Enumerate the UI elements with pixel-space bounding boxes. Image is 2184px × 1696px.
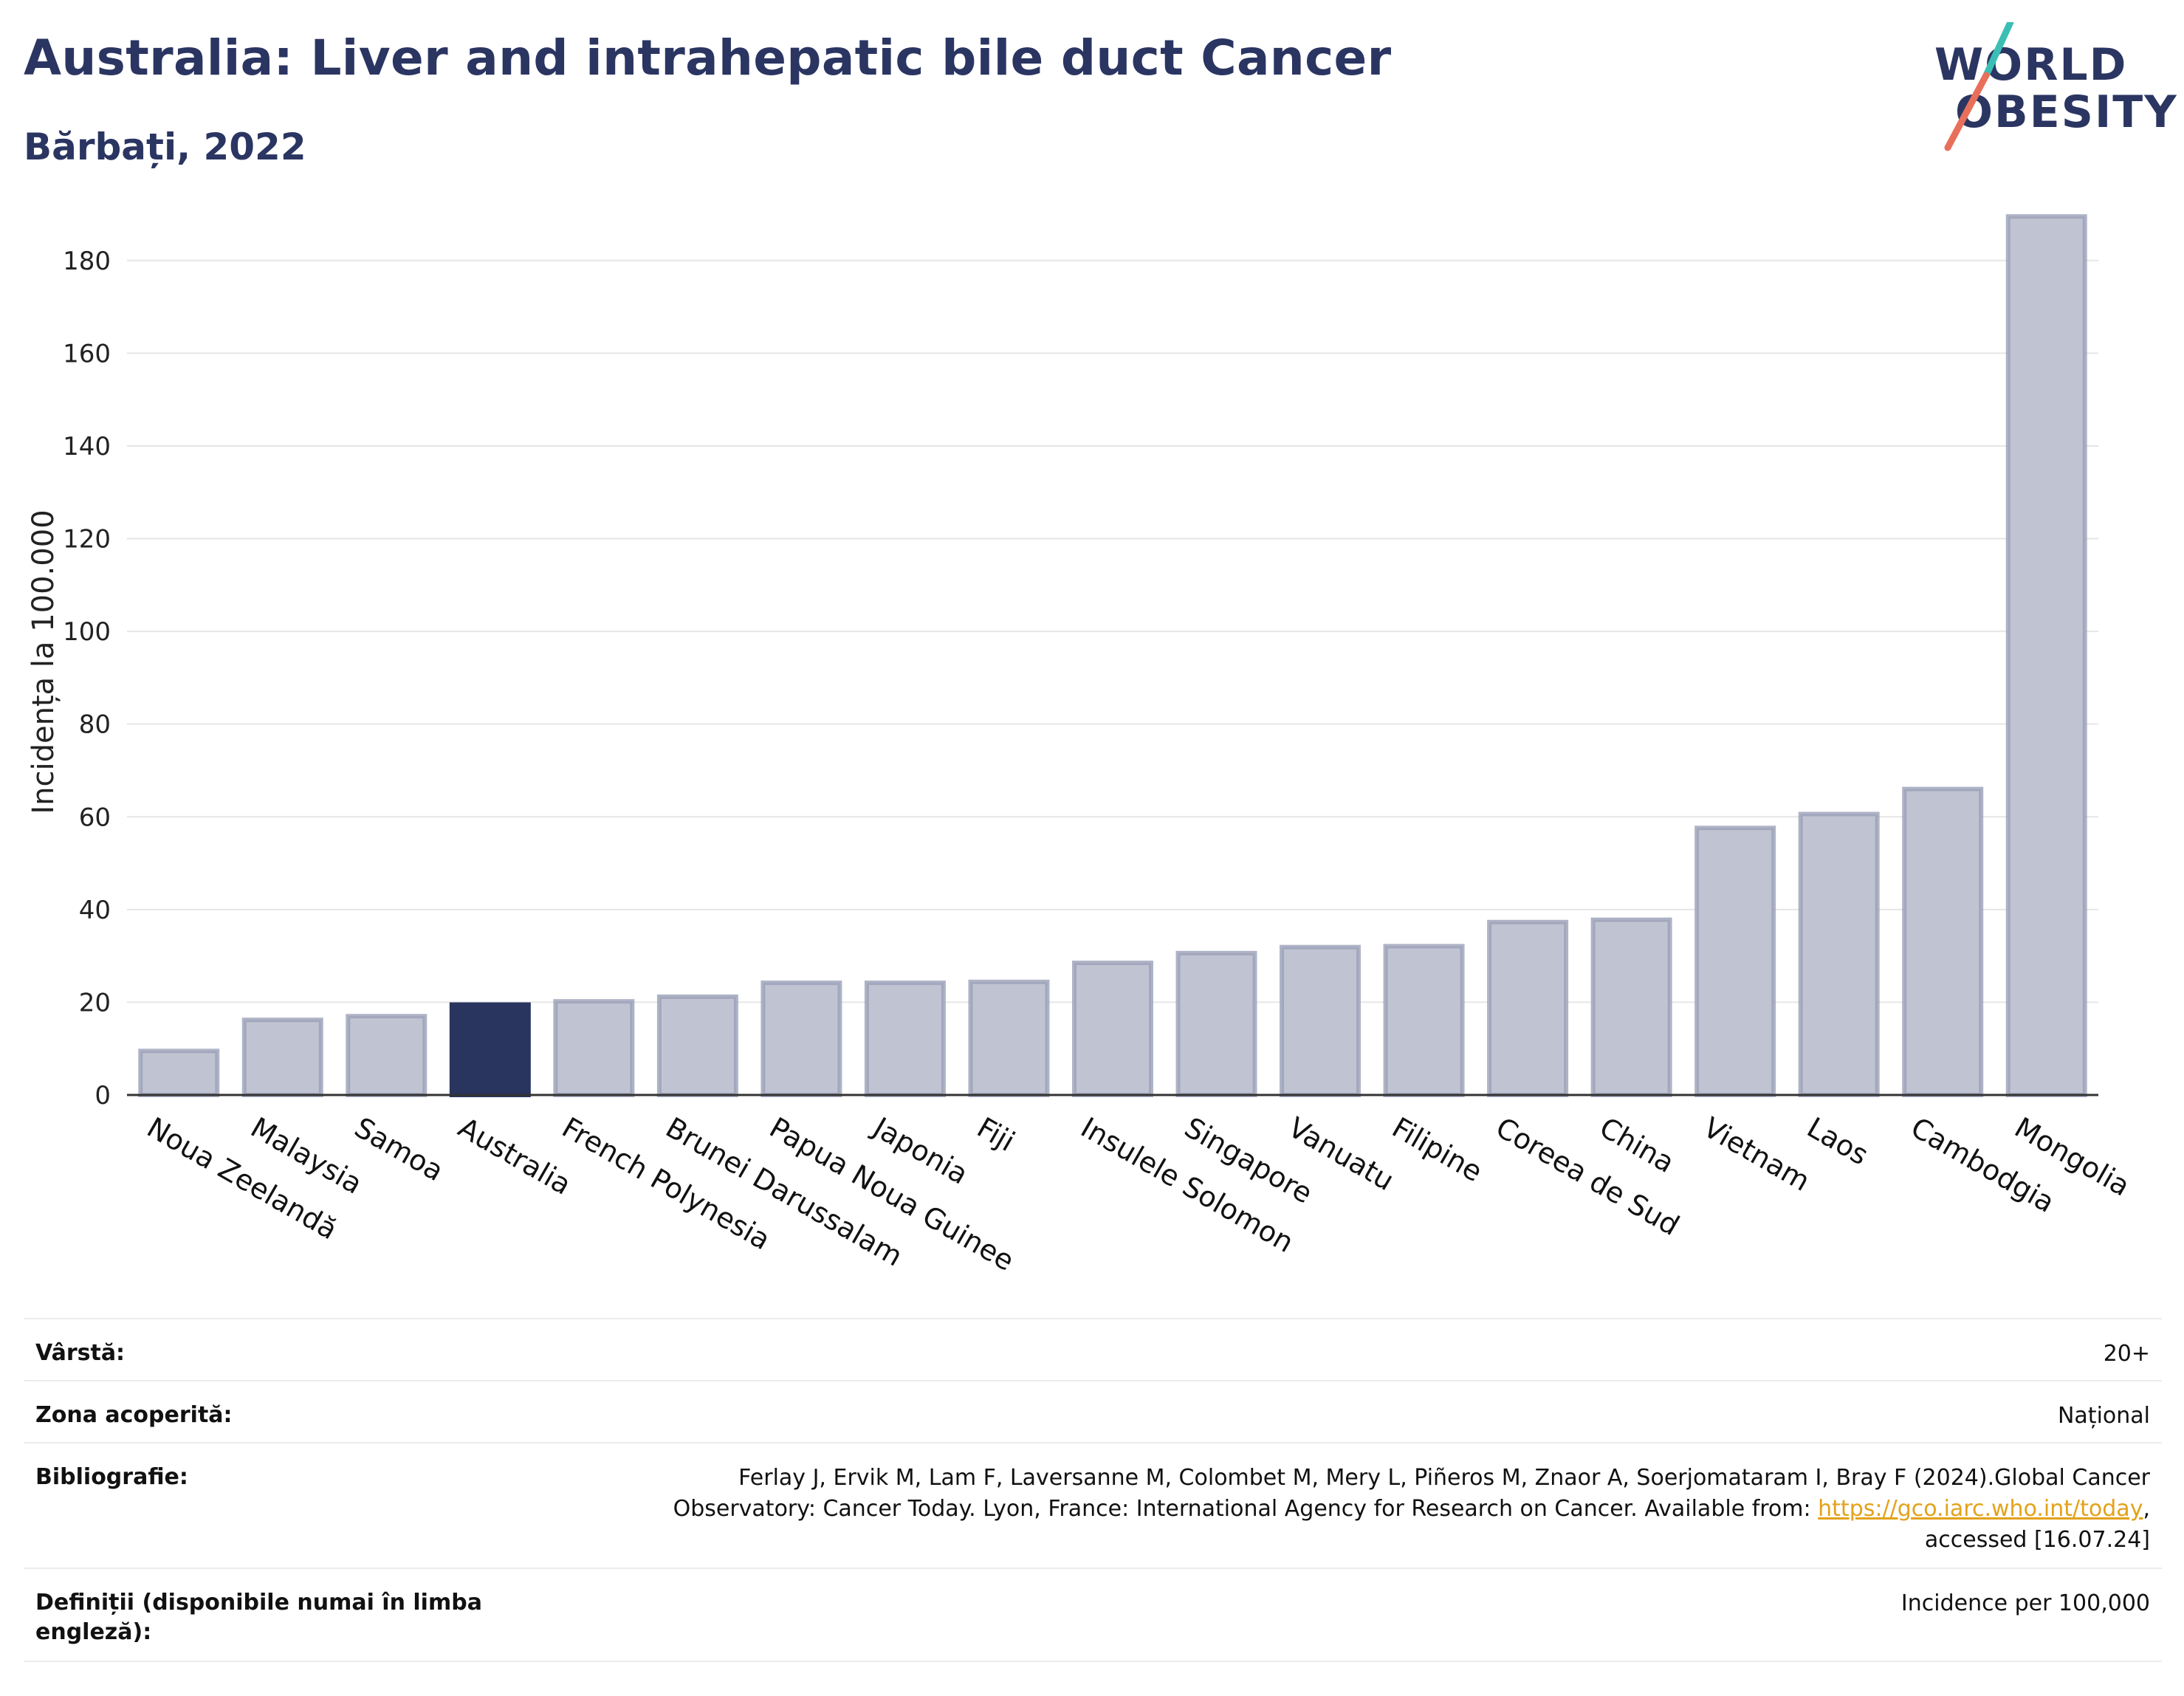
bar-laos (1798, 811, 1880, 1097)
y-tick-label: 40 (79, 896, 111, 925)
logo-line1: WORLD (1934, 39, 2128, 91)
bar-noua-zeeland- (138, 1048, 220, 1097)
y-tick-label: 0 (95, 1081, 111, 1110)
info-row-bibliography: Bibliografie: Ferlay J, Ervik M, Lam F, … (24, 1442, 2162, 1568)
x-tick-label: Coreea de Sud (1491, 1111, 1685, 1242)
bar-cambodgia (1902, 786, 1984, 1097)
bar-singapore (1175, 950, 1257, 1098)
bar-insulele-solomon (1072, 961, 1153, 1098)
bar-fiji (968, 979, 1050, 1098)
bar-vietnam (1694, 825, 1776, 1097)
bar-vanuatu (1280, 944, 1361, 1097)
bar-coreea-de-sud (1487, 919, 1569, 1098)
info-row-definitions: Definiții (disponibile numai în limba en… (24, 1568, 2162, 1662)
bar-mongolia (2005, 214, 2087, 1097)
x-tick-label: Noua Zeelandă (142, 1111, 343, 1246)
page-title: Australia: Liver and intrahepatic bile d… (24, 30, 1392, 86)
info-row-area: Zona acoperită: Național (24, 1380, 2162, 1442)
bar-chart: 0 20 40 60 80 100 120 140 160 180 Incidența la 100… (27, 214, 2135, 1277)
info-key-definitions: Definiții (disponibile numai în limba en… (35, 1590, 482, 1645)
bar-brunei-darussalam (656, 994, 738, 1098)
info-value-definitions: Incidence per 100,000 (1900, 1590, 2150, 1616)
y-tick-label: 120 (63, 525, 111, 555)
bar-china (1590, 917, 1672, 1097)
y-tick-label: 100 (63, 617, 111, 647)
logo-slash-icon (1944, 22, 2014, 151)
info-table: Vârstă: 20+ Zona acoperită: Național Bib… (24, 1318, 2162, 1662)
bibliography-line2-end: , (2143, 1496, 2150, 1522)
bar-filipine (1383, 944, 1465, 1098)
y-tick-label: 140 (63, 432, 111, 461)
x-tick-label: Laos (1802, 1111, 1874, 1172)
bar-papua-noua-guinee (760, 981, 842, 1097)
bibliography-line3: accessed [16.07.24] (1924, 1527, 2150, 1553)
bibliography-link[interactable]: https://gco.iarc.who.int/today (1818, 1496, 2143, 1522)
bar-french-polynesia (553, 999, 635, 1098)
info-value-age: 20+ (2103, 1341, 2150, 1367)
x-tick-label: Australia (453, 1111, 577, 1201)
info-key-area: Zona acoperită: (35, 1402, 233, 1428)
y-tick-label: 80 (79, 710, 111, 740)
y-tick-label: 160 (63, 339, 111, 368)
x-tick-label: Vietnam (1698, 1111, 1816, 1198)
bibliography-line1: Ferlay J, Ervik M, Lam F, Laversanne M, … (738, 1465, 2150, 1491)
y-axis-label: Incidența la 100.000 (27, 509, 61, 814)
y-tick-label: 60 (79, 803, 111, 832)
y-tick-label: 20 (79, 988, 111, 1017)
info-row-age: Vârstă: 20+ (24, 1318, 2162, 1380)
x-tick-label: Fiji (972, 1111, 1020, 1158)
bibliography-line2-text: Observatory: Cancer Today. Lyon, France:… (673, 1496, 1819, 1522)
y-tick-label: 180 (63, 247, 111, 276)
info-key-bibliography: Bibliografie: (35, 1464, 188, 1490)
info-value-area: Național (2057, 1403, 2150, 1429)
info-value-bibliography: Ferlay J, Ervik M, Lam F, Laversanne M, … (600, 1463, 2150, 1556)
x-tick-label: Filipine (1387, 1111, 1488, 1189)
info-key-age: Vârstă: (35, 1340, 126, 1366)
bar-australia (449, 1002, 531, 1098)
logo-line2: OBESITY (1955, 86, 2178, 138)
bar-malaysia (241, 1017, 323, 1097)
page-subtitle: Bărbați, 2022 (24, 126, 306, 168)
bar-samoa (346, 1014, 427, 1098)
world-obesity-logo: WORLD OBESITY (1927, 22, 2177, 155)
bar-japonia (864, 981, 946, 1097)
bibliography-line2: Observatory: Cancer Today. Lyon, France:… (600, 1494, 2150, 1525)
